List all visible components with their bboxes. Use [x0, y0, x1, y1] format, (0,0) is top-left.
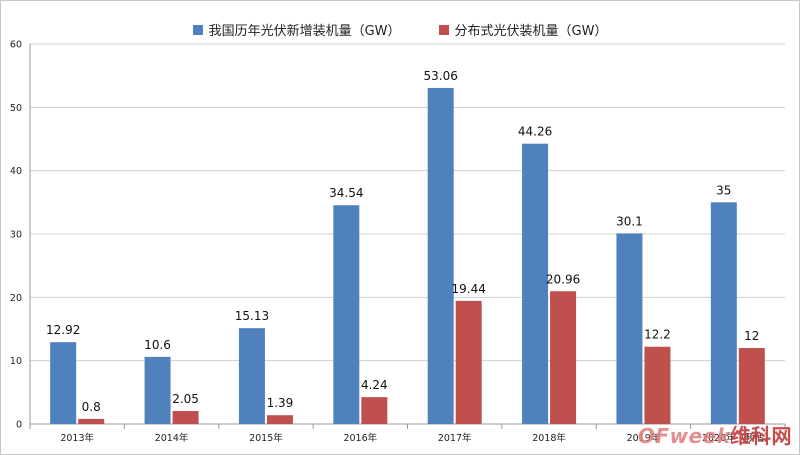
y-tick-label: 30 [10, 230, 22, 241]
data-label: 0.8 [82, 400, 101, 414]
data-label: 44.26 [518, 125, 552, 139]
legend-swatch-blue [192, 24, 203, 35]
y-tick-label: 0 [16, 420, 22, 431]
bar-new-capacity [427, 87, 454, 424]
bar-new-capacity [710, 202, 737, 424]
x-tick-label: 2017年 [438, 432, 472, 444]
x-tick-label: 2013年 [60, 432, 94, 444]
x-tick-label: 2020年（预估） [702, 432, 774, 444]
data-label: 35 [716, 183, 731, 197]
legend-item-new-capacity: 我国历年光伏新增装机量（GW） [192, 20, 401, 39]
legend: 我国历年光伏新增装机量（GW） 分布式光伏装机量（GW） [0, 20, 800, 39]
watermark: OFweek维科网 [638, 420, 792, 449]
data-label: 12.2 [644, 328, 671, 342]
legend-label-distributed: 分布式光伏装机量（GW） [454, 24, 608, 39]
data-label: 20.96 [546, 272, 580, 286]
bar-distributed [266, 415, 293, 424]
y-tick-label: 10 [10, 356, 22, 367]
data-label: 30.1 [616, 214, 643, 228]
bar-distributed [361, 397, 388, 424]
watermark-site: 维科网 [730, 424, 792, 448]
bar-new-capacity [522, 143, 549, 425]
x-tick-label: 2019年 [627, 432, 661, 444]
bar-new-capacity [238, 328, 265, 424]
data-label: 12 [744, 329, 759, 343]
data-label: 19.44 [452, 282, 486, 296]
data-label: 4.24 [361, 378, 388, 392]
legend-item-distributed: 分布式光伏装机量（GW） [438, 20, 608, 39]
bar-new-capacity [616, 233, 643, 424]
y-tick-label: 60 [10, 40, 22, 51]
data-label: 10.6 [144, 338, 171, 352]
bar-distributed [738, 348, 765, 424]
data-label: 2.05 [172, 392, 199, 406]
y-tick-label: 40 [10, 166, 22, 177]
y-tick-label: 20 [10, 293, 22, 304]
data-label: 12.92 [46, 323, 80, 337]
x-tick-label: 2016年 [343, 432, 377, 444]
data-label: 34.54 [329, 186, 363, 200]
bar-distributed [455, 300, 482, 424]
x-tick-label: 2014年 [155, 432, 189, 444]
data-label: 53.06 [424, 69, 458, 83]
x-tick-label: 2018年 [532, 432, 566, 444]
legend-label-new-capacity: 我国历年光伏新增装机量（GW） [208, 24, 401, 39]
bar-distributed [78, 418, 105, 424]
bar-distributed [644, 346, 671, 424]
bar-distributed [550, 291, 577, 424]
legend-swatch-red [438, 24, 449, 35]
bar-new-capacity [333, 205, 360, 424]
watermark-brand: OFweek [637, 424, 731, 448]
y-tick-label: 50 [10, 103, 22, 114]
bar-distributed [172, 411, 199, 424]
data-label: 1.39 [267, 396, 294, 410]
x-tick-label: 2015年 [249, 432, 283, 444]
bar-new-capacity [144, 356, 171, 424]
bar-new-capacity [50, 342, 77, 424]
data-label: 15.13 [235, 309, 269, 323]
